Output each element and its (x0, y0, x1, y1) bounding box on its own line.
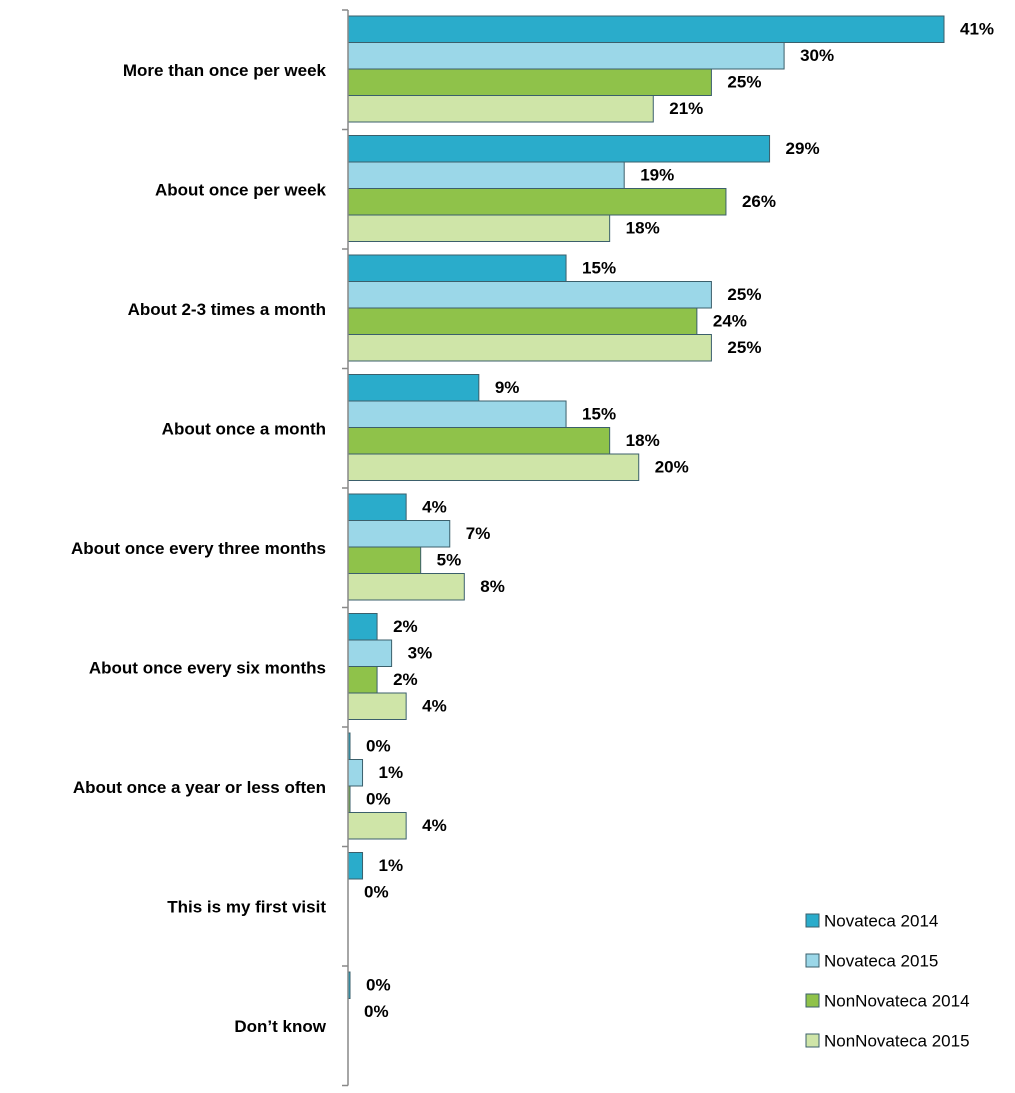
value-label-nonnovateca-2014-about-2-3-times-a-month: 24% (713, 312, 747, 331)
category-label-this-is-my-first-visit: This is my first visit (167, 898, 326, 917)
bar-nonnovateca-2015-about-2-3-times-a-month (347, 334, 712, 362)
bar-nonnovateca-2015-more-than-once-per-week (347, 95, 654, 123)
bar-nonnovateca-2015-about-once-per-week (347, 214, 611, 242)
value-labels: 41% 30% 25% 21% 29% 19% 26% 18% 15% 25% 24% 25% 9% 15… (364, 20, 994, 1022)
value-label-nonnovateca-2014-about-once-per-week: 26% (742, 192, 776, 211)
bar-nonnovateca-2014-about-once-every-six-months (347, 666, 378, 694)
bar-novateca-2014-about-once-every-three-months (347, 493, 407, 521)
value-label-novateca-2015-about-2-3-times-a-month: 25% (727, 285, 761, 304)
bar-novateca-2015-about-once-per-week (347, 161, 625, 189)
value-label-nonnovateca-2015-about-2-3-times-a-month: 25% (727, 338, 761, 357)
category-label-about-2-3-times-a-month: About 2-3 times a month (128, 300, 326, 319)
value-label-novateca-2015-about-once-a-year-or-less-often: 1% (379, 763, 404, 782)
value-label-nonnovateca-2015-about-once-every-three-months: 8% (480, 577, 505, 596)
category-label-about-once-every-six-months: About once every six months (89, 659, 326, 678)
bar-novateca-2015-about-once-every-three-months (347, 520, 451, 548)
legend-swatch-novateca-2015 (805, 953, 820, 968)
value-label-novateca-2014-this-is-my-first-visit: 1% (379, 856, 404, 875)
category-label-about-once-a-year-or-less-often: About once a year or less often (73, 778, 326, 797)
y-axis (342, 9, 349, 1087)
value-label-novateca-2014-about-once-per-week: 29% (786, 139, 820, 158)
legend-swatch-nonnovateca-2014 (805, 993, 820, 1008)
category-label-more-than-once-per-week: More than once per week (123, 61, 327, 80)
bar-novateca-2014-about-once-a-month (347, 374, 480, 402)
category-label-about-once-every-three-months: About once every three months (71, 539, 326, 558)
value-label-novateca-2014-about-once-every-six-months: 2% (393, 617, 418, 636)
bar-novateca-2015-about-once-a-month (347, 400, 567, 428)
value-label-nonnovateca-2014-about-once-every-six-months: 2% (393, 670, 418, 689)
value-label-nonnovateca-2014-more-than-once-per-week: 25% (727, 73, 761, 92)
legend-swatch-novateca-2014 (805, 913, 820, 928)
legend-label-novateca-2015: Novateca 2015 (824, 951, 938, 970)
value-label-novateca-2014-about-once-a-year-or-less-often: 0% (366, 737, 391, 756)
legend-label-nonnovateca-2015: NonNovateca 2015 (824, 1031, 970, 1050)
value-label-novateca-2015-about-once-every-three-months: 7% (466, 524, 491, 543)
bar-novateca-2014-about-once-every-six-months (347, 613, 378, 641)
value-label-novateca-2015-don-t-know: 0% (364, 1002, 389, 1021)
value-label-novateca-2015-more-than-once-per-week: 30% (800, 46, 834, 65)
value-label-novateca-2015-about-once-every-six-months: 3% (408, 644, 433, 663)
value-label-nonnovateca-2015-about-once-a-year-or-less-often: 4% (422, 816, 447, 835)
value-label-nonnovateca-2014-about-once-every-three-months: 5% (437, 551, 462, 570)
value-label-novateca-2014-about-once-a-month: 9% (495, 378, 520, 397)
value-label-novateca-2015-about-once-a-month: 15% (582, 405, 616, 424)
bar-nonnovateca-2015-about-once-a-month (347, 453, 640, 481)
value-label-novateca-2015-about-once-per-week: 19% (640, 166, 674, 185)
bar-nonnovateca-2014-about-once-a-month (347, 427, 611, 455)
bar-nonnovateca-2014-about-2-3-times-a-month (347, 307, 698, 335)
bar-novateca-2014-about-2-3-times-a-month (347, 254, 567, 282)
bar-novateca-2015-about-once-a-year-or-less-often (347, 759, 364, 787)
legend-swatch-nonnovateca-2015 (805, 1033, 820, 1048)
value-label-nonnovateca-2015-more-than-once-per-week: 21% (669, 99, 703, 118)
bar-nonnovateca-2014-more-than-once-per-week (347, 68, 712, 96)
value-label-nonnovateca-2015-about-once-per-week: 18% (626, 219, 660, 238)
bar-nonnovateca-2015-about-once-a-year-or-less-often (347, 812, 407, 840)
bar-novateca-2014-about-once-per-week (347, 135, 771, 163)
legend: Novateca 2014 Novateca 2015 NonNovateca 20… (805, 911, 970, 1050)
value-label-nonnovateca-2014-about-once-a-month: 18% (626, 431, 660, 450)
bar-novateca-2015-more-than-once-per-week (347, 42, 785, 70)
category-label-don-t-know: Don’t know (234, 1017, 326, 1036)
bars (347, 15, 945, 999)
value-label-nonnovateca-2014-about-once-a-year-or-less-often: 0% (366, 790, 391, 809)
value-label-nonnovateca-2015-about-once-a-month: 20% (655, 458, 689, 477)
bar-nonnovateca-2014-about-once-every-three-months (347, 546, 422, 574)
bar-novateca-2014-more-than-once-per-week (347, 15, 945, 43)
bar-nonnovateca-2014-about-once-per-week (347, 188, 727, 216)
value-label-nonnovateca-2015-about-once-every-six-months: 4% (422, 697, 447, 716)
bar-novateca-2015-about-2-3-times-a-month (347, 281, 712, 309)
bar-novateca-2015-about-once-every-six-months (347, 639, 393, 667)
value-label-novateca-2014-about-once-every-three-months: 4% (422, 498, 447, 517)
category-label-about-once-per-week: About once per week (155, 181, 327, 200)
value-label-novateca-2014-about-2-3-times-a-month: 15% (582, 259, 616, 278)
value-label-novateca-2014-don-t-know: 0% (366, 976, 391, 995)
category-label-about-once-a-month: About once a month (162, 420, 326, 439)
bar-novateca-2014-this-is-my-first-visit (347, 852, 364, 880)
legend-label-nonnovateca-2014: NonNovateca 2014 (824, 991, 970, 1010)
category-labels: More than once per week About once per we… (71, 61, 327, 1036)
bar-nonnovateca-2015-about-once-every-six-months (347, 692, 407, 720)
value-label-novateca-2014-more-than-once-per-week: 41% (960, 20, 994, 39)
legend-label-novateca-2014: Novateca 2014 (824, 911, 938, 930)
value-label-novateca-2015-this-is-my-first-visit: 0% (364, 883, 389, 902)
bar-nonnovateca-2015-about-once-every-three-months (347, 573, 465, 601)
